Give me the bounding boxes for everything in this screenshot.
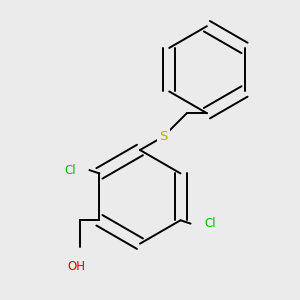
Text: Cl: Cl [64,164,76,177]
Text: S: S [159,130,168,143]
Text: OH: OH [68,260,85,273]
Text: Cl: Cl [204,217,216,230]
